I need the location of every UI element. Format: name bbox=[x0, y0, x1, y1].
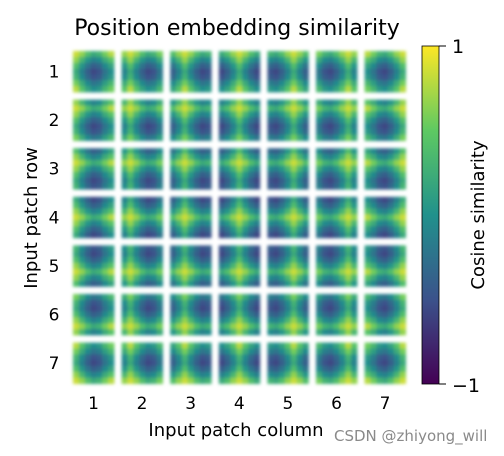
similarity-tile bbox=[121, 99, 163, 141]
similarity-tile bbox=[364, 294, 406, 336]
similarity-tile bbox=[218, 196, 261, 239]
y-tick-label: 5 bbox=[49, 257, 60, 277]
similarity-tile bbox=[218, 342, 261, 384]
chart-title: Position embedding similarity bbox=[74, 16, 400, 41]
similarity-tile bbox=[267, 245, 309, 287]
similarity-tile bbox=[316, 245, 358, 287]
similarity-tile bbox=[364, 99, 406, 141]
similarity-tile bbox=[316, 294, 358, 336]
similarity-tile bbox=[121, 196, 163, 239]
similarity-tile bbox=[73, 342, 115, 384]
y-axis-label: Input patch row bbox=[21, 147, 42, 289]
similarity-tile bbox=[170, 51, 212, 93]
similarity-tile bbox=[267, 99, 309, 141]
y-tick-label: 2 bbox=[49, 111, 60, 131]
y-tick-label: 4 bbox=[49, 208, 60, 228]
similarity-tile bbox=[218, 245, 261, 287]
similarity-tile bbox=[267, 51, 309, 93]
similarity-tile bbox=[73, 245, 115, 287]
colorbar bbox=[421, 45, 440, 385]
similarity-tile bbox=[218, 99, 261, 141]
x-tick-label: 6 bbox=[331, 394, 342, 414]
similarity-tile bbox=[218, 51, 261, 93]
heatmap-grid bbox=[73, 51, 406, 384]
y-tick-labels: 1 2 3 4 5 6 7 bbox=[49, 63, 60, 375]
similarity-tile bbox=[73, 51, 115, 93]
x-tick-label: 3 bbox=[185, 394, 196, 414]
x-tick-label: 4 bbox=[234, 394, 245, 414]
similarity-tile bbox=[170, 99, 212, 141]
similarity-tile bbox=[316, 196, 358, 239]
similarity-tile bbox=[267, 148, 309, 190]
similarity-tile bbox=[364, 245, 406, 287]
similarity-tile bbox=[364, 51, 406, 93]
y-tick-label: 1 bbox=[49, 63, 60, 83]
similarity-tile bbox=[170, 342, 212, 384]
similarity-tile bbox=[73, 148, 115, 190]
similarity-tile bbox=[170, 148, 212, 190]
watermark: CSDN @zhiyong_will bbox=[334, 427, 487, 446]
similarity-tile bbox=[218, 148, 261, 190]
similarity-tile bbox=[170, 294, 212, 336]
similarity-tile bbox=[364, 148, 406, 190]
similarity-tile bbox=[316, 51, 358, 93]
colorbar-tick-label-min: −1 bbox=[452, 375, 480, 397]
similarity-tile bbox=[121, 51, 163, 93]
x-tick-label: 7 bbox=[380, 394, 391, 414]
x-tick-label: 5 bbox=[282, 394, 293, 414]
y-tick-label: 3 bbox=[49, 160, 60, 180]
similarity-tile bbox=[121, 294, 163, 336]
x-tick-label: 1 bbox=[88, 394, 99, 414]
similarity-tile bbox=[73, 196, 115, 239]
similarity-tile bbox=[121, 342, 163, 384]
colorbar-tick-label-max: 1 bbox=[452, 36, 464, 58]
similarity-tile bbox=[170, 196, 212, 239]
similarity-tile bbox=[170, 245, 212, 287]
similarity-tile bbox=[364, 196, 406, 239]
similarity-tile bbox=[73, 294, 115, 336]
similarity-tile bbox=[316, 99, 358, 141]
similarity-tile bbox=[316, 342, 358, 384]
similarity-tile bbox=[267, 196, 309, 239]
similarity-tile bbox=[73, 99, 115, 141]
similarity-tile bbox=[364, 342, 406, 384]
similarity-tile bbox=[267, 294, 309, 336]
similarity-tile bbox=[121, 245, 163, 287]
y-tick-label: 6 bbox=[49, 306, 60, 326]
colorbar-label: Cosine similarity bbox=[468, 140, 489, 290]
similarity-tile bbox=[316, 148, 358, 190]
similarity-tile bbox=[218, 294, 261, 336]
y-tick-label: 7 bbox=[49, 354, 60, 374]
x-tick-label: 2 bbox=[137, 394, 148, 414]
similarity-tile bbox=[267, 342, 309, 384]
similarity-tile bbox=[121, 148, 163, 190]
x-tick-labels: 1 2 3 4 5 6 7 bbox=[88, 394, 390, 414]
x-axis-label: Input patch column bbox=[148, 420, 323, 441]
